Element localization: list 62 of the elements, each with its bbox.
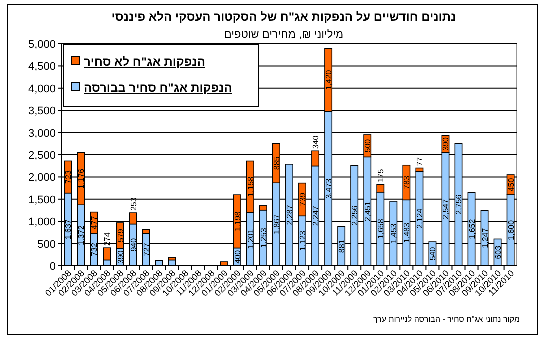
data-label: 1,483 — [402, 222, 412, 244]
data-label: 1,867 — [272, 214, 282, 235]
data-label: 1,253 — [259, 228, 268, 248]
y-tick-label: 1,500 — [28, 194, 56, 206]
data-label: 739 — [298, 192, 308, 206]
data-label: 3,473 — [324, 178, 334, 199]
data-label: 2,756 — [454, 194, 464, 215]
data-label: 1,658 — [376, 218, 386, 240]
data-label: 253 — [129, 197, 138, 212]
data-label: 1,201 — [246, 228, 256, 250]
data-label: 1,158 — [246, 176, 256, 197]
data-label: 390 — [116, 250, 126, 264]
data-label: 450 — [506, 178, 516, 192]
data-label: 881 — [338, 239, 347, 254]
data-label: 723 — [64, 170, 74, 184]
data-label: 940 — [129, 238, 138, 252]
y-tick-label: 3,000 — [28, 128, 56, 140]
legend-label: הנפקות אג"ח סחיר בבורסה — [84, 81, 232, 95]
y-tick-label: 500 — [38, 238, 56, 251]
chart-subtitle: מיליוני ₪, מחירים שוטפים — [224, 29, 344, 41]
data-label: 1,637 — [64, 219, 74, 240]
data-label: 400 — [233, 250, 242, 264]
data-label: 2,124 — [416, 208, 425, 229]
data-label: 1,453 — [390, 223, 399, 244]
data-label: 1,198 — [233, 211, 242, 232]
data-label: 579 — [116, 228, 126, 243]
legend-label: הנפקות אג"ח לא סחיר — [84, 55, 206, 69]
y-tick-label: 4,000 — [28, 83, 56, 96]
data-label: 2,547 — [442, 198, 451, 220]
data-label: 390 — [442, 137, 451, 151]
data-label: 500 — [364, 138, 373, 153]
chart-title: נתונים חודשיים על הנפקות אג"ח של הסקטור העסקי הלא פיננסי — [112, 10, 456, 24]
data-label: 1,420 — [324, 70, 334, 90]
y-tick-label: 2,500 — [28, 150, 56, 162]
y-tick-label: 0 — [50, 261, 56, 273]
data-label: 1,123 — [298, 230, 308, 252]
data-label: 477 — [90, 216, 100, 230]
data-label: 2,247 — [312, 206, 321, 226]
data-label: 1,176 — [77, 168, 86, 189]
text: מקור נתוני אג"ח סחיר - הבורסה לניירות ערך — [374, 315, 520, 324]
data-label: 77 — [416, 156, 425, 166]
data-label: 2,256 — [350, 205, 360, 226]
data-label: 732 — [90, 242, 100, 256]
y-tick-label: 2,000 — [28, 172, 56, 184]
data-label: 1,652 — [468, 218, 477, 240]
data-label: 2,287 — [286, 204, 294, 226]
data-label: 1,600 — [506, 220, 516, 240]
data-label: 2,451 — [364, 201, 373, 222]
data-label: 1,372 — [77, 224, 86, 246]
data-label: 340 — [312, 135, 321, 150]
data-label: 274 — [103, 232, 112, 246]
data-label: 540 — [428, 246, 438, 261]
data-label: 603 — [494, 245, 503, 260]
data-label: 885 — [272, 156, 282, 170]
y-tick-label: 5,000 — [28, 39, 56, 51]
data-label: 727 — [142, 242, 152, 257]
data-label: 175 — [376, 168, 386, 183]
data-label: 1,247 — [480, 228, 490, 248]
y-tick-label: 4,500 — [28, 61, 56, 74]
y-tick-label: 1,000 — [28, 216, 56, 229]
y-tick-label: 3,500 — [28, 106, 56, 118]
data-label: 783 — [402, 176, 412, 190]
